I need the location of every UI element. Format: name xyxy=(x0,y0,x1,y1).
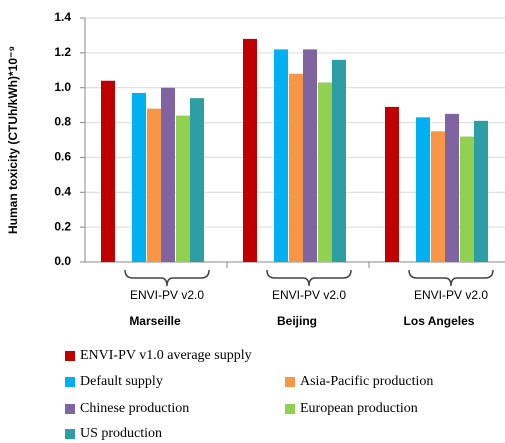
bar xyxy=(176,115,190,262)
legend-label: Asia-Pacific production xyxy=(300,374,433,389)
bar xyxy=(431,131,445,262)
y-tick-label: 1.0 xyxy=(54,80,71,94)
legend-label: European production xyxy=(300,401,418,416)
legend-swatch xyxy=(65,351,75,361)
bar xyxy=(303,49,317,262)
legend-label: ENVI-PV v1.0 average supply xyxy=(80,348,252,363)
bar xyxy=(243,38,257,262)
x-tick-label: Beijing xyxy=(277,314,317,328)
y-tick-label: 1.4 xyxy=(54,10,71,24)
bar xyxy=(385,106,399,262)
bar xyxy=(289,73,303,263)
bar xyxy=(416,117,430,262)
y-tick-label: 0.8 xyxy=(54,115,71,129)
y-tick-label: 1.2 xyxy=(54,45,71,59)
y-tick-label: 0.2 xyxy=(54,219,71,233)
bar xyxy=(147,108,161,262)
brace xyxy=(124,269,210,287)
legend-label: Chinese production xyxy=(80,401,189,416)
y-tick-label: 0.6 xyxy=(54,150,71,164)
legend-swatch xyxy=(285,377,295,387)
group-annotation: ENVI-PV v2.0 xyxy=(414,288,488,302)
legend-swatch xyxy=(65,404,75,414)
bar xyxy=(460,136,474,262)
y-tick-label: 0.4 xyxy=(54,184,71,198)
y-tick-label: 0.0 xyxy=(54,254,71,268)
legend-label: Default supply xyxy=(80,374,163,389)
bar xyxy=(274,49,288,262)
legend-swatch xyxy=(65,429,75,439)
bar xyxy=(101,80,115,262)
legend-label: US production xyxy=(80,426,162,441)
bar xyxy=(190,98,204,263)
group-annotation: ENVI-PV v2.0 xyxy=(272,288,346,302)
x-tick-label: Los Angeles xyxy=(404,314,475,328)
bar xyxy=(132,92,146,262)
group-annotation: ENVI-PV v2.0 xyxy=(130,288,204,302)
bar xyxy=(445,113,459,262)
x-tick-label: Marseille xyxy=(129,314,181,328)
bar xyxy=(332,59,346,263)
legend-swatch xyxy=(65,377,75,387)
legend-swatch xyxy=(285,404,295,414)
brace xyxy=(408,269,494,287)
bar xyxy=(161,87,175,262)
y-axis-label: Human toxicity (CTUh/kWh)*10⁻⁹ xyxy=(6,46,20,234)
brace xyxy=(266,269,352,287)
bar xyxy=(474,120,488,262)
bar xyxy=(318,82,332,262)
